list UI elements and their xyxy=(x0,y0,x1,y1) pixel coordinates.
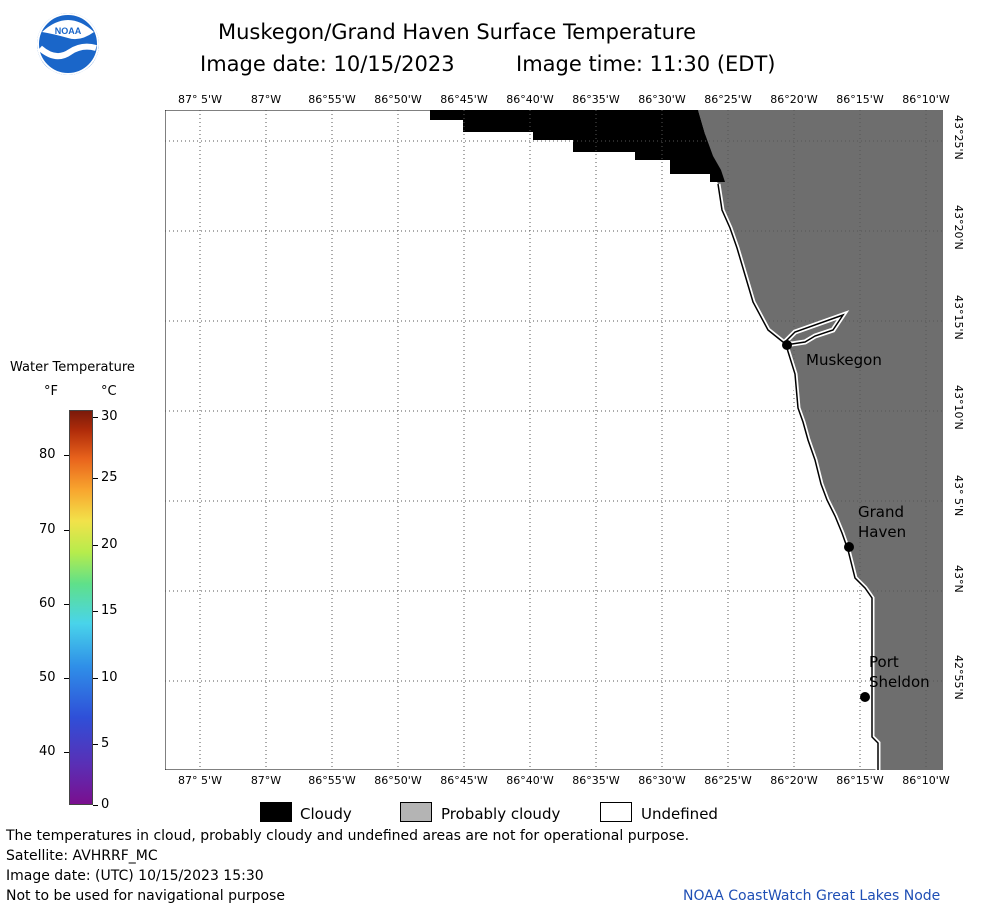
longitude-label: 86°55'W xyxy=(308,774,356,787)
longitude-label: 86°45'W xyxy=(440,93,488,106)
longitude-label: 87°W xyxy=(250,774,282,787)
longitude-label: 86°20'W xyxy=(770,93,818,106)
colorbar-c-tick: 25 xyxy=(101,470,118,485)
longitude-label: 86°15'W xyxy=(836,93,884,106)
city-label-muskegon: Muskegon xyxy=(806,351,882,369)
longitude-label: 86°20'W xyxy=(770,774,818,787)
colorbar-tick-mark xyxy=(64,678,69,679)
colorbar-c-tick: 0 xyxy=(101,797,110,812)
noaa-logo-text: NOAA xyxy=(55,26,82,36)
longitude-label: 86°30'W xyxy=(638,774,686,787)
longitude-label: 86°10'W xyxy=(902,93,950,106)
longitude-label: 86°40'W xyxy=(506,93,554,106)
city-label-port-sheldon: Port Sheldon xyxy=(869,653,930,691)
longitude-label: 86°25'W xyxy=(704,93,752,106)
longitude-label: 86°40'W xyxy=(506,774,554,787)
colorbar-c-tick: 10 xyxy=(101,670,118,685)
colorbar-c-tick: 5 xyxy=(101,736,110,751)
legend-swatch-cloudy xyxy=(260,802,292,822)
longitude-label: 86°50'W xyxy=(374,774,422,787)
colorbar-f-tick: 70 xyxy=(39,522,56,537)
longitude-label: 86°15'W xyxy=(836,774,884,787)
longitude-label: 86°35'W xyxy=(572,774,620,787)
longitude-label: 86°10'W xyxy=(902,774,950,787)
image-time: Image time: 11:30 (EDT) xyxy=(516,52,776,76)
image-date: Image date: 10/15/2023 xyxy=(200,52,455,76)
colorbar-c-tick: 30 xyxy=(101,409,118,424)
longitude-label: 86°50'W xyxy=(374,93,422,106)
footer-credit: NOAA CoastWatch Great Lakes Node xyxy=(683,888,941,904)
legend-label-probably-cloudy: Probably cloudy xyxy=(441,805,561,823)
colorbar-tick-mark xyxy=(93,545,98,546)
longitude-label: 86°45'W xyxy=(440,774,488,787)
legend-label-undefined: Undefined xyxy=(641,805,718,823)
city-marker-port-sheldon xyxy=(860,692,870,702)
footer-disclaimer: The temperatures in cloud, probably clou… xyxy=(6,828,690,844)
temperature-map xyxy=(165,110,943,770)
noaa-logo: NOAA xyxy=(36,12,100,76)
colorbar-c-tick: 20 xyxy=(101,537,118,552)
colorbar-tick-mark xyxy=(64,530,69,531)
colorbar-tick-mark xyxy=(64,455,69,456)
legend-label-cloudy: Cloudy xyxy=(300,805,352,823)
legend: Cloudy Probably cloudy Undefined xyxy=(260,802,760,826)
footer-utc-date: Image date: (UTC) 10/15/2023 15:30 xyxy=(6,868,264,884)
footer-navigation-warning: Not to be used for navigational purpose xyxy=(6,888,285,904)
city-marker-muskegon xyxy=(782,340,792,350)
longitude-label: 86°55'W xyxy=(308,93,356,106)
latitude-label: 43°15'N xyxy=(952,295,965,340)
cloud-area xyxy=(430,110,725,182)
longitude-label: 86°30'W xyxy=(638,93,686,106)
colorbar-unit-c: °C xyxy=(101,384,117,399)
city-marker-grand-haven xyxy=(844,542,854,552)
colorbar-f-tick: 40 xyxy=(39,744,56,759)
latitude-label: 43° 5'N xyxy=(952,475,965,517)
city-label-grand-haven: Grand Haven xyxy=(858,503,907,541)
map-title: Muskegon/Grand Haven Surface Temperature xyxy=(218,20,697,44)
colorbar xyxy=(69,410,93,805)
colorbar-f-tick: 80 xyxy=(39,447,56,462)
footer-satellite: Satellite: AVHRRF_MC xyxy=(6,848,158,864)
colorbar-tick-mark xyxy=(93,611,98,612)
latitude-label: 43°20'N xyxy=(952,205,965,250)
longitude-label: 87° 5'W xyxy=(178,774,222,787)
colorbar-tick-mark xyxy=(64,752,69,753)
colorbar-tick-mark xyxy=(64,604,69,605)
coastline-outline xyxy=(717,183,879,770)
longitude-label: 86°25'W xyxy=(704,774,752,787)
colorbar-tick-mark xyxy=(93,744,98,745)
latitude-label: 43°25'N xyxy=(952,115,965,160)
legend-swatch-undefined xyxy=(600,802,632,822)
longitude-label: 86°35'W xyxy=(572,93,620,106)
colorbar-f-tick: 50 xyxy=(39,670,56,685)
colorbar-f-tick: 60 xyxy=(39,596,56,611)
colorbar-tick-mark xyxy=(93,417,98,418)
latitude-label: 43°N xyxy=(952,565,965,593)
colorbar-title: Water Temperature xyxy=(10,360,135,375)
colorbar-c-tick: 15 xyxy=(101,603,118,618)
colorbar-tick-mark xyxy=(93,478,98,479)
longitude-label: 87°W xyxy=(250,93,282,106)
legend-swatch-probably-cloudy xyxy=(400,802,432,822)
latitude-label: 42°55'N xyxy=(952,655,965,700)
latitude-label: 43°10'N xyxy=(952,385,965,430)
colorbar-unit-f: °F xyxy=(44,384,58,399)
longitude-label: 87° 5'W xyxy=(178,93,222,106)
land-area xyxy=(698,110,943,770)
graticule xyxy=(165,110,943,770)
colorbar-tick-mark xyxy=(93,678,98,679)
colorbar-tick-mark xyxy=(93,805,98,806)
